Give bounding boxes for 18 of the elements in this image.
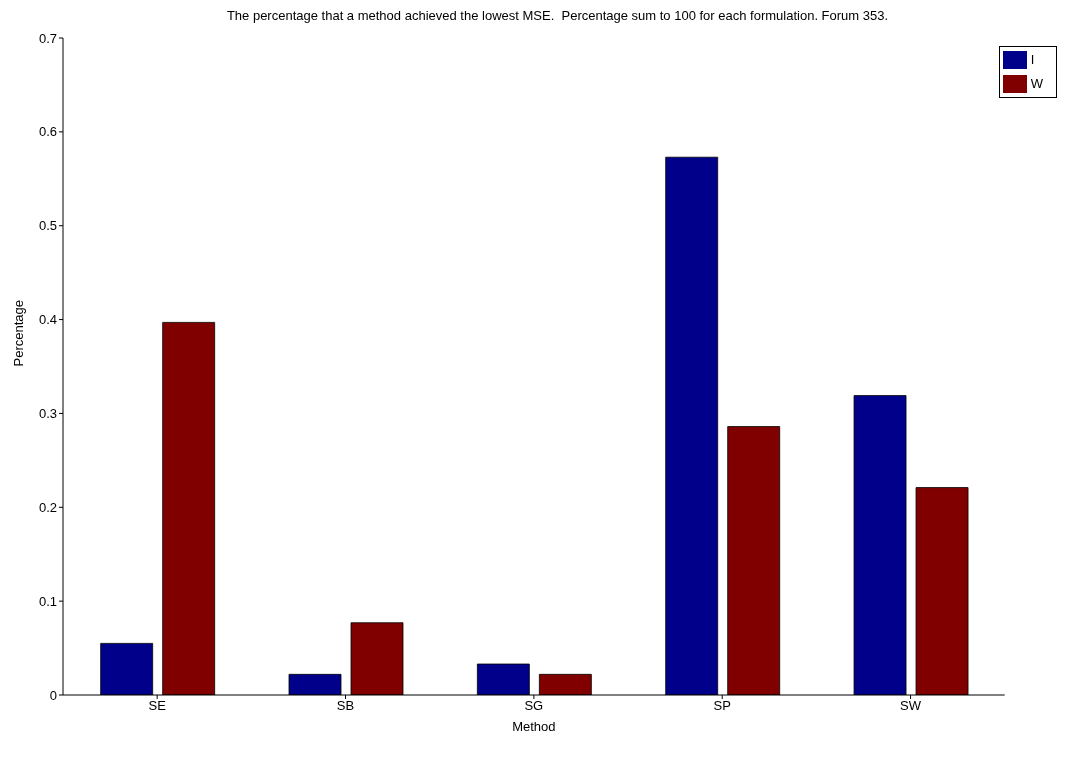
x-tick-label: SW <box>900 698 922 714</box>
y-tick-label: 0 <box>49 687 57 703</box>
legend-label: I <box>1030 52 1035 68</box>
x-tick-label: SP <box>713 698 731 714</box>
y-tick-label: 0.3 <box>38 406 57 422</box>
x-axis-title: Method <box>512 719 556 734</box>
chart-title: The percentage that a method achieved the lowest MSE. Percentage sum to 100 for each formulation. Forum 353. <box>225 8 890 23</box>
x-tick-label: SE <box>148 698 167 714</box>
y-tick-label: 0.4 <box>38 312 57 328</box>
y-tick-label: 0.6 <box>38 124 57 140</box>
x-tick-label: SB <box>336 698 355 714</box>
y-tick-label: 0.7 <box>38 30 57 46</box>
legend-label: W <box>1030 76 1043 92</box>
y-axis-title: Percentage <box>10 300 26 367</box>
y-tick-label: 0.1 <box>38 593 57 609</box>
x-tick-label: SG <box>524 698 544 714</box>
y-tick-label: 0.2 <box>38 499 57 515</box>
y-tick-label: 0.5 <box>38 218 57 234</box>
